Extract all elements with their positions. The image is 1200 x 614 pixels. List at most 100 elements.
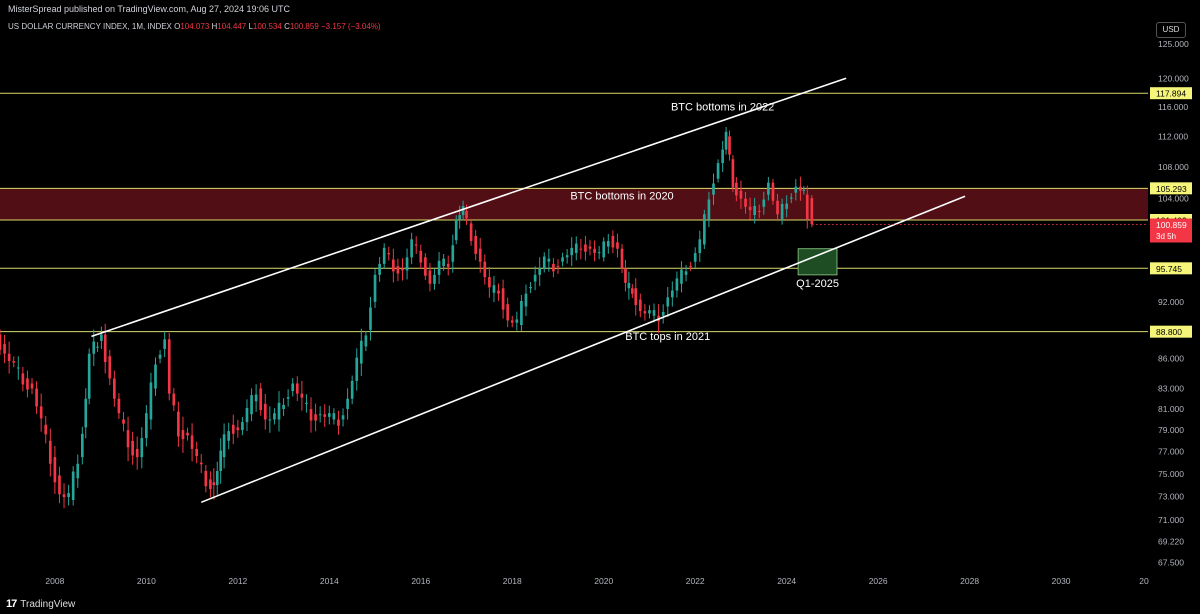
candle-body xyxy=(337,419,340,426)
candle-body xyxy=(16,367,20,369)
x-tick-label: 2018 xyxy=(503,576,522,586)
candle-body xyxy=(666,297,670,307)
currency-button[interactable]: USD xyxy=(1156,22,1186,38)
candle-body xyxy=(419,250,423,263)
candle-body xyxy=(195,448,199,457)
target-box xyxy=(797,248,838,276)
y-tick-label: 108.000 xyxy=(1158,162,1189,172)
candle-body xyxy=(620,248,624,269)
candle-body xyxy=(222,434,226,458)
chart-annotation: BTC bottoms in 2022 xyxy=(671,101,774,113)
candle-body xyxy=(369,307,372,330)
candle-body xyxy=(323,414,327,417)
candle-body xyxy=(126,430,130,448)
candle-body xyxy=(0,334,2,350)
close-label: C xyxy=(284,22,290,31)
candle-body xyxy=(84,398,88,428)
candle-body xyxy=(501,288,505,310)
candle-body xyxy=(236,427,240,431)
candle-body xyxy=(630,288,634,294)
chart-annotation: BTC bottoms in 2020 xyxy=(570,191,673,203)
candle-body xyxy=(100,334,103,341)
candle-body xyxy=(433,274,436,284)
current-price-label: 100.859 xyxy=(1156,220,1187,230)
candle-body xyxy=(309,409,313,421)
y-tick-label: 83.000 xyxy=(1158,384,1184,394)
high-label: H xyxy=(211,22,218,31)
candle-body xyxy=(327,413,331,417)
candle-body xyxy=(542,256,546,269)
candle-body xyxy=(410,239,413,258)
candle-body xyxy=(219,450,223,471)
candle-body xyxy=(661,312,665,316)
countdown-label: 3d 5h xyxy=(1156,232,1176,241)
level-badge-label: 95.745 xyxy=(1156,264,1182,274)
candle-body xyxy=(122,419,125,424)
candle-body xyxy=(478,248,482,262)
candle-body xyxy=(652,310,656,316)
candle-body xyxy=(300,393,304,398)
candle-body xyxy=(58,475,61,495)
close-value: 100.859 xyxy=(289,22,319,31)
candle-body xyxy=(497,290,500,294)
candle-body xyxy=(341,415,345,420)
candle-body xyxy=(199,462,203,465)
tradingview-logo[interactable]: 17 TradingView xyxy=(6,598,75,610)
channel-line xyxy=(91,77,847,338)
candle-body xyxy=(721,149,724,164)
x-tick-label: 2030 xyxy=(1052,576,1071,586)
candle-body xyxy=(305,402,308,404)
candle-body xyxy=(378,263,381,275)
price-chart[interactable]: Q1-2025 BTC bottoms in 2022 BTC bottoms in… xyxy=(0,18,1200,596)
candle-body xyxy=(703,214,706,245)
candle-body xyxy=(588,246,592,249)
candle-body xyxy=(145,413,148,439)
candle-body xyxy=(96,346,99,348)
candle-body xyxy=(552,263,555,272)
candle-body xyxy=(753,206,756,216)
candle-body xyxy=(454,219,458,241)
candle-body xyxy=(597,252,601,254)
x-tick-label: 20 xyxy=(1139,576,1149,586)
candle-body xyxy=(570,247,574,256)
y-tick-label: 116.000 xyxy=(1158,102,1188,112)
candle-body xyxy=(414,244,418,246)
candle-body xyxy=(469,223,473,242)
candle-body xyxy=(634,288,638,306)
level-badge xyxy=(1150,262,1192,275)
price-axis xyxy=(1148,18,1200,596)
candle-body xyxy=(643,311,647,314)
candle-body xyxy=(735,182,738,196)
candle-body xyxy=(392,259,395,272)
change-value: −3.157 (−3.04%) xyxy=(321,22,381,31)
high-value: 104.447 xyxy=(217,22,247,31)
candle-body xyxy=(638,299,642,312)
y-tick-label: 71.000 xyxy=(1158,515,1184,525)
candle-body xyxy=(515,319,519,323)
y-tick-label: 73.000 xyxy=(1158,492,1184,502)
channel-line xyxy=(200,195,966,504)
candle-body xyxy=(488,277,491,288)
candle-body xyxy=(140,438,144,458)
y-tick-label: 112.000 xyxy=(1158,131,1188,141)
candle-body xyxy=(149,382,153,420)
candle-body xyxy=(446,263,450,267)
candle-body xyxy=(780,203,784,220)
candle-body xyxy=(163,339,166,349)
candle-body xyxy=(373,274,377,302)
candle-body xyxy=(396,266,400,274)
candle-body xyxy=(424,257,427,276)
candle-body xyxy=(387,253,391,255)
candle-body xyxy=(401,268,404,271)
candle-body xyxy=(776,200,779,215)
candle-body xyxy=(771,182,775,201)
candle-body xyxy=(131,440,134,456)
candle-body xyxy=(451,245,455,262)
candle-body xyxy=(767,182,770,195)
y-tick-label: 120.000 xyxy=(1158,73,1189,83)
x-tick-label: 2008 xyxy=(45,576,64,586)
candle-body xyxy=(355,357,359,381)
candle-body xyxy=(21,373,25,385)
candle-body xyxy=(785,203,789,209)
candle-body xyxy=(186,432,189,436)
